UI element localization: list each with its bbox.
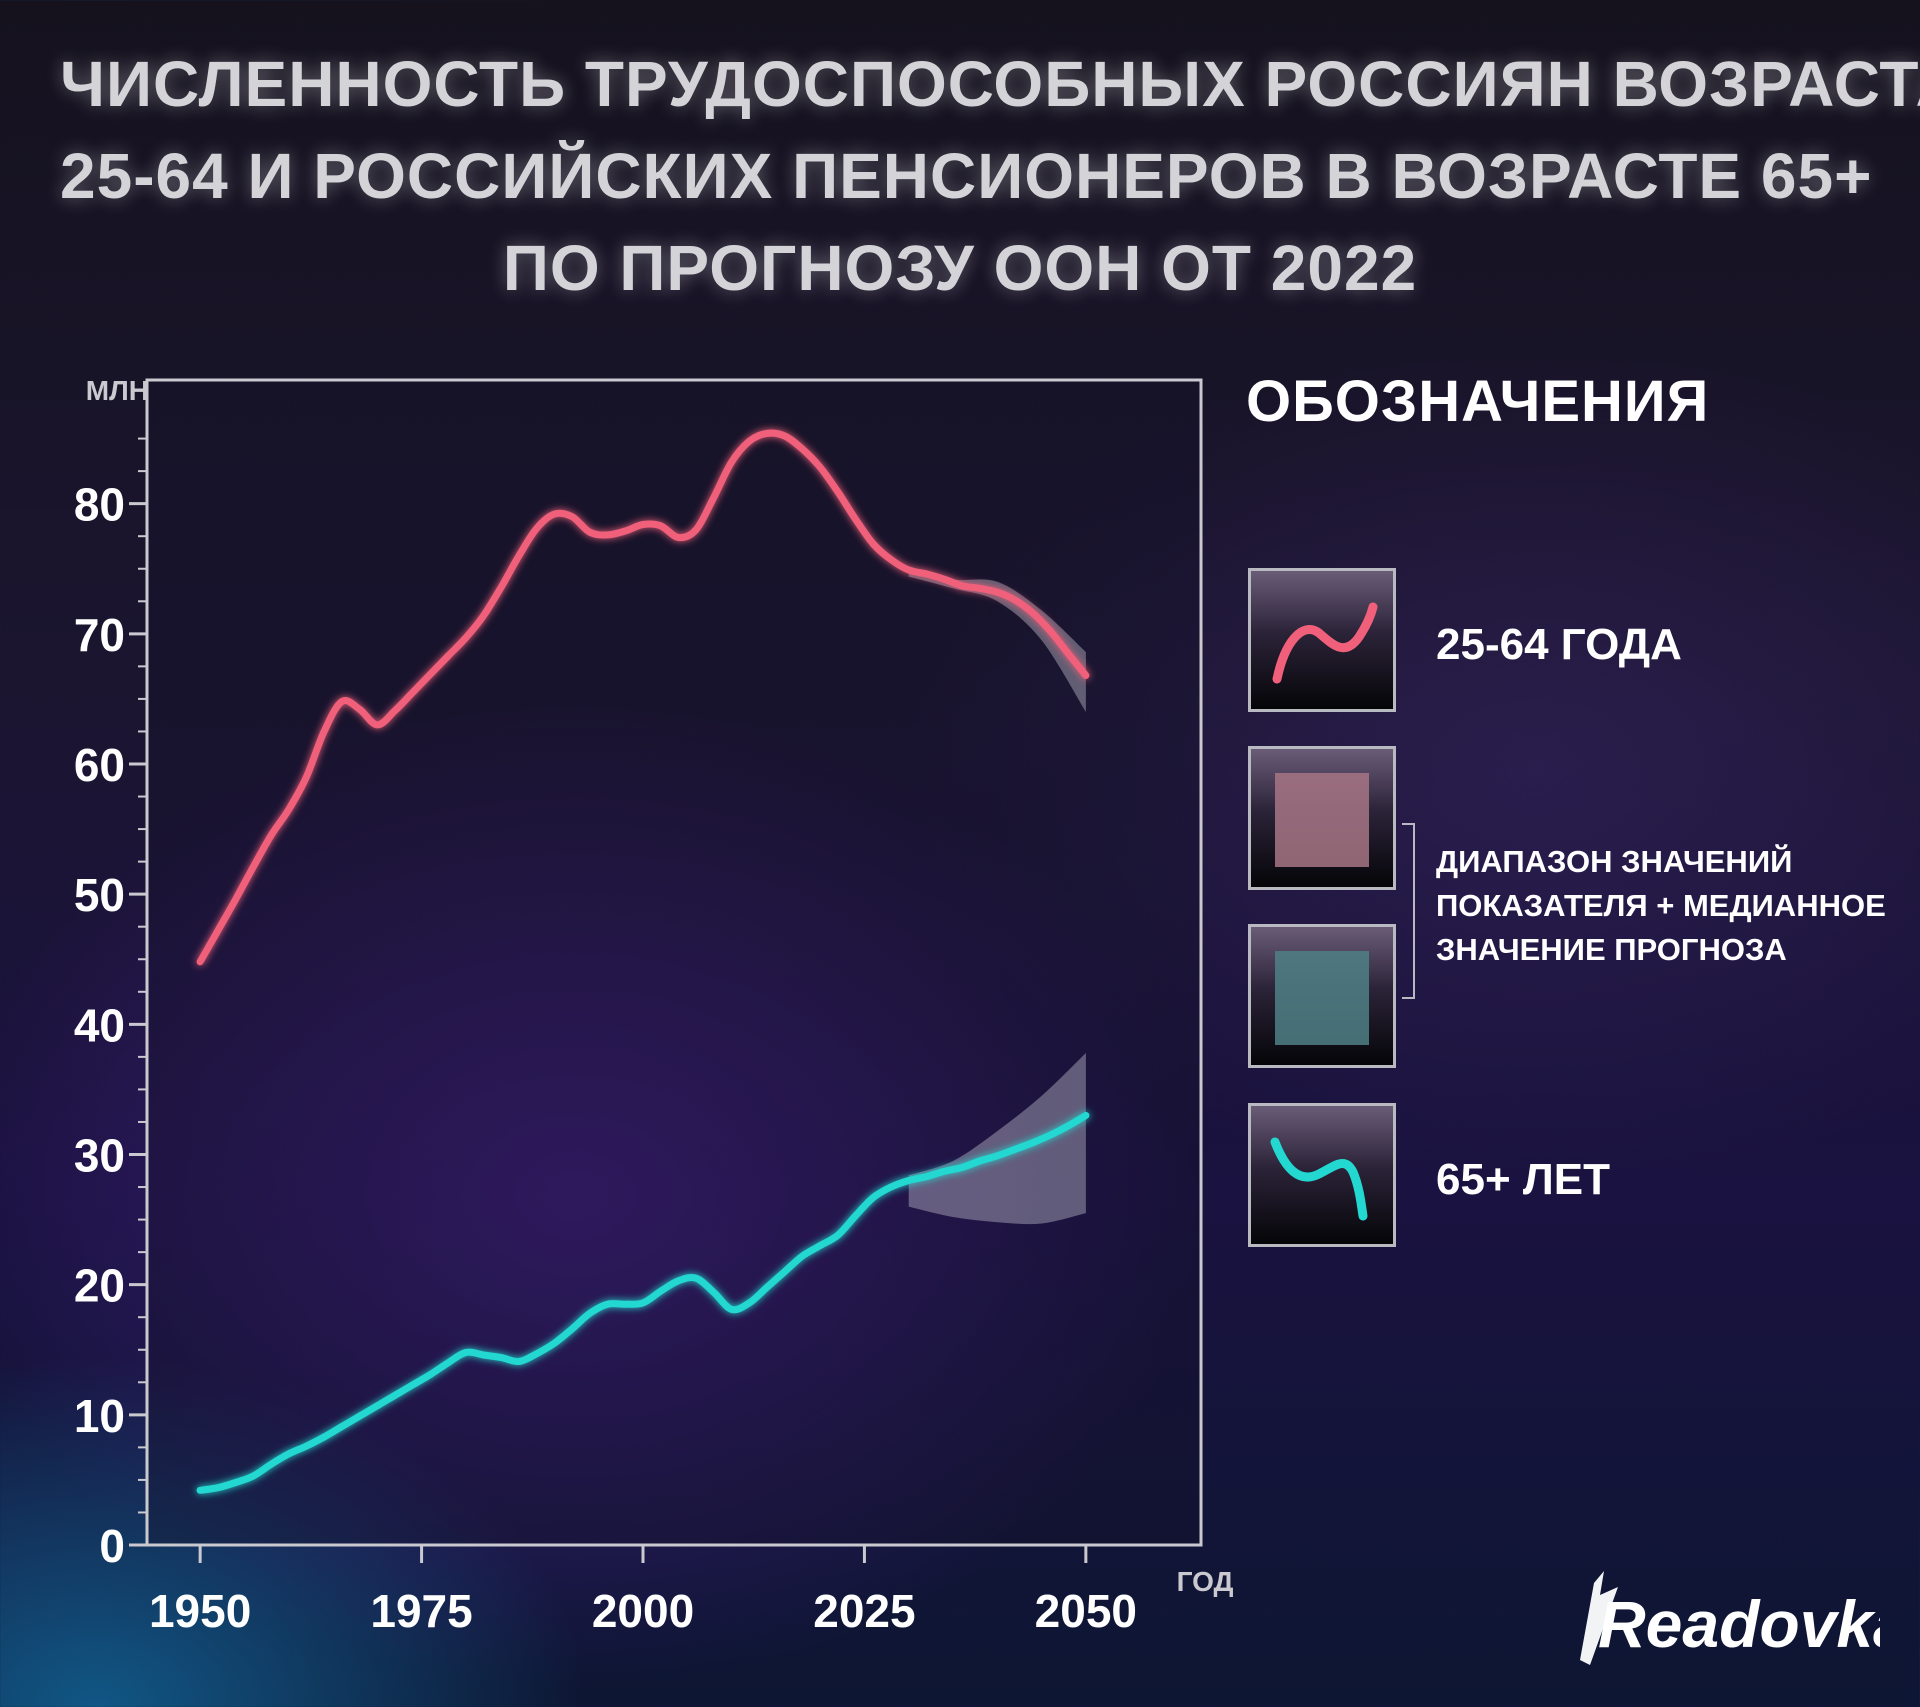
y-tick-label: 20 xyxy=(74,1260,125,1312)
x-tick-label: 1975 xyxy=(370,1585,472,1637)
legend-swatch-range-working xyxy=(1248,746,1396,890)
legend-swatch-range-elderly xyxy=(1248,924,1396,1068)
forecast-band-elderly xyxy=(908,1053,1086,1225)
pink-curve-icon xyxy=(1272,602,1378,684)
legend-label-elderly: 65+ ЛЕТ xyxy=(1436,1155,1610,1204)
series-line-elderly xyxy=(196,1111,1090,1494)
readovka-logo: Readovka xyxy=(1580,1571,1880,1665)
legend-range-note-line-1: ДИАПАЗОН ЗНАЧЕНИЙ xyxy=(1436,844,1793,879)
y-tick-label: 30 xyxy=(74,1129,125,1181)
legend-bracket xyxy=(1402,823,1415,999)
y-tick-label: 40 xyxy=(74,999,125,1051)
y-tick-label: 50 xyxy=(74,869,125,921)
chart-title-line-2: 25-64 И РОССИЙСКИХ ПЕНСИОНЕРОВ В ВОЗРАСТ… xyxy=(60,140,1873,212)
chart-title-line-1: ЧИСЛЕННОСТЬ ТРУДОСПОСОБНЫХ РОССИЯН ВОЗРА… xyxy=(60,48,1920,120)
y-axis-label: МЛН xyxy=(86,375,149,406)
x-tick-label: 2025 xyxy=(813,1585,915,1637)
x-axis-label: ГОД xyxy=(1177,1566,1234,1597)
range-working-color xyxy=(1275,773,1369,867)
legend-range-note-line-3: ЗНАЧЕНИЕ ПРОГНОЗА xyxy=(1436,932,1787,967)
x-tick-label: 2000 xyxy=(592,1585,694,1637)
legend-range-note-line-2: ПОКАЗАТЕЛЯ + МЕДИАННОЕ xyxy=(1436,888,1886,923)
logo-text: Readovka xyxy=(1598,1587,1880,1661)
plot-frame xyxy=(145,378,1203,1547)
y-tick-label: 80 xyxy=(74,479,125,531)
y-tick-label: 10 xyxy=(74,1390,125,1442)
series-line-working xyxy=(196,429,1090,966)
legend-label-working: 25-64 ГОДА xyxy=(1436,620,1682,669)
chart-title: ЧИСЛЕННОСТЬ ТРУДОСПОСОБНЫХ РОССИЯН ВОЗРА… xyxy=(60,38,1920,314)
chart-title-line-3: ПО ПРОГНОЗУ ООН ОТ 2022 xyxy=(502,232,1418,304)
y-tick-label: 70 xyxy=(74,609,125,661)
x-tick-label: 1950 xyxy=(149,1585,251,1637)
legend-swatch-elderly xyxy=(1248,1103,1396,1247)
x-tick-label: 2050 xyxy=(1035,1585,1137,1637)
y-tick-label: 60 xyxy=(74,739,125,791)
range-elderly-color xyxy=(1275,951,1369,1045)
y-tick-label: 0 xyxy=(99,1520,125,1572)
legend-title: ОБОЗНАЧЕНИЯ xyxy=(1246,369,1710,434)
legend-range-note: ДИАПАЗОН ЗНАЧЕНИЙ ПОКАЗАТЕЛЯ + МЕДИАННОЕ… xyxy=(1436,840,1886,972)
legend-swatch-working xyxy=(1248,568,1396,712)
teal-curve-icon xyxy=(1270,1137,1368,1221)
